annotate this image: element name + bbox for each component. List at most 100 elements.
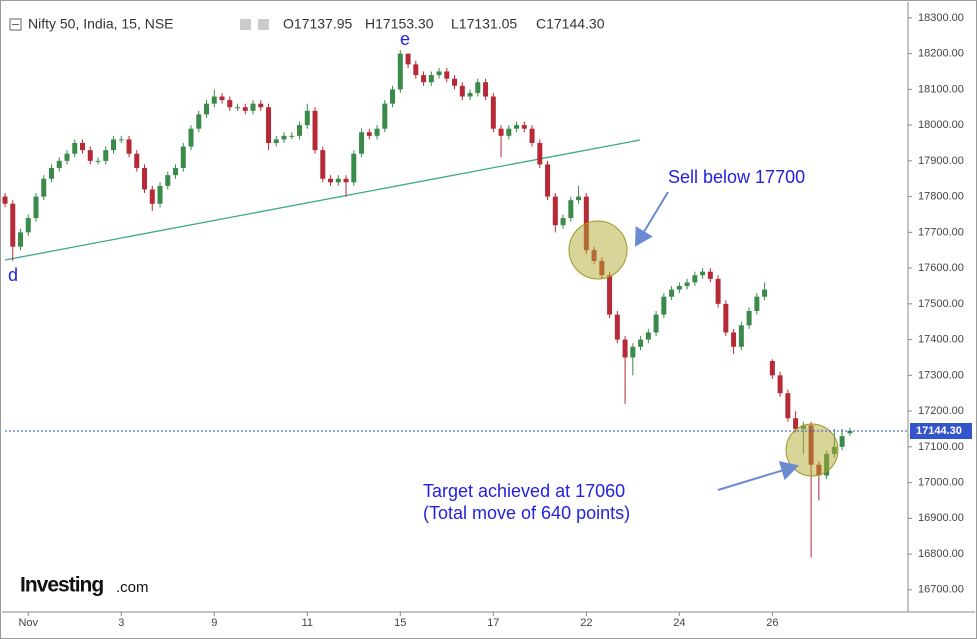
candle-body — [428, 75, 434, 83]
candle-body — [266, 107, 272, 143]
y-tick-label: 18300.00 — [918, 12, 964, 24]
candle-body — [762, 289, 768, 297]
candle-body — [645, 332, 651, 340]
candle-body — [483, 82, 489, 97]
x-tick-label: 26 — [766, 617, 778, 629]
candle-body — [436, 71, 442, 76]
annotation: Target achieved at 17060 — [423, 481, 625, 501]
candle-body — [134, 153, 140, 169]
candle-body — [242, 107, 248, 111]
candle-body — [304, 110, 310, 126]
candle-body — [320, 150, 326, 179]
candle-body — [738, 325, 744, 347]
candle-body — [351, 153, 357, 183]
wave-label: e — [400, 29, 410, 49]
candle-body — [839, 436, 845, 447]
candle-body — [521, 125, 527, 129]
candle-body — [126, 139, 132, 154]
candle-body — [366, 132, 372, 136]
collapse-icon[interactable] — [9, 18, 22, 31]
candle-body — [607, 275, 613, 315]
candle-body — [506, 128, 512, 136]
x-tick-label: 11 — [302, 617, 313, 629]
candle-body — [630, 346, 636, 358]
candle-body — [529, 128, 535, 143]
candle-body — [335, 178, 341, 183]
candle-body — [2, 196, 8, 204]
trend-line — [4, 139, 641, 261]
symbol: Nifty 50, India, 15, NSE — [28, 16, 174, 32]
candle-body — [723, 303, 729, 333]
candle-body — [707, 271, 713, 279]
candle-body — [769, 361, 775, 376]
candle-body — [459, 85, 465, 97]
annotation: (Total move of 640 points) — [423, 503, 630, 523]
candle-body — [328, 178, 334, 183]
candle-body — [405, 53, 411, 65]
candle-body — [80, 142, 86, 151]
candle-body — [785, 393, 791, 419]
logo-suffix: .com — [116, 579, 149, 596]
candle-body — [149, 189, 155, 204]
y-tick-label: 16700.00 — [918, 584, 964, 596]
candle-body — [700, 271, 706, 276]
candle-body — [444, 71, 450, 79]
x-tick-label: 3 — [118, 617, 124, 629]
candle-body — [669, 289, 675, 297]
candle-body — [576, 196, 582, 201]
candle-body — [560, 218, 566, 226]
candle-body — [421, 75, 427, 83]
candle-body — [777, 375, 783, 394]
wave-label: d — [8, 265, 18, 285]
candle-body — [157, 185, 163, 204]
candle-body — [754, 296, 760, 312]
candle-body — [397, 53, 403, 90]
candle-body — [49, 168, 55, 179]
candle-body — [72, 142, 78, 154]
y-tick-label: 17500.00 — [918, 298, 964, 310]
candle-body — [692, 275, 698, 283]
highlight-circle — [568, 220, 628, 280]
ohlc-open: O17137.95 — [283, 16, 352, 32]
candle-body — [297, 125, 303, 136]
candle-body — [847, 431, 853, 434]
settings-icon[interactable] — [240, 19, 251, 30]
candle-body — [219, 96, 225, 101]
candle-body — [281, 135, 287, 140]
candle-body — [731, 332, 737, 347]
candle-body — [188, 128, 194, 147]
candle-body — [111, 139, 117, 151]
y-tick-label: 17200.00 — [918, 405, 964, 417]
y-tick-label: 18100.00 — [918, 83, 964, 95]
candle-body — [211, 96, 217, 104]
candle-body — [746, 311, 752, 326]
candle-body — [56, 160, 62, 169]
candle-body — [359, 132, 365, 154]
candle-body — [10, 203, 16, 247]
last-price-label: 17144.30 — [916, 425, 962, 437]
logo-brand: Investing — [20, 574, 103, 597]
candle-body — [64, 153, 70, 161]
candle-body — [537, 142, 543, 165]
candle-body — [452, 78, 458, 86]
candle-body — [475, 82, 481, 93]
candle-body — [18, 232, 24, 247]
settings-icon[interactable] — [258, 19, 269, 30]
candle-body — [173, 168, 179, 176]
candle-body — [204, 103, 210, 115]
arrow — [634, 191, 669, 247]
candle-body — [684, 282, 690, 286]
y-tick-label: 17000.00 — [918, 476, 964, 488]
y-tick-label: 18000.00 — [918, 119, 964, 131]
y-tick-label: 17100.00 — [918, 441, 964, 453]
y-tick-label: 17400.00 — [918, 334, 964, 346]
candle-body — [514, 125, 520, 129]
candle-body — [343, 178, 349, 183]
ohlc-close: C17144.30 — [536, 16, 605, 32]
y-tick-label: 17300.00 — [918, 369, 964, 381]
candle-body — [41, 178, 47, 197]
candle-body — [103, 150, 109, 161]
candle-body — [118, 139, 124, 141]
